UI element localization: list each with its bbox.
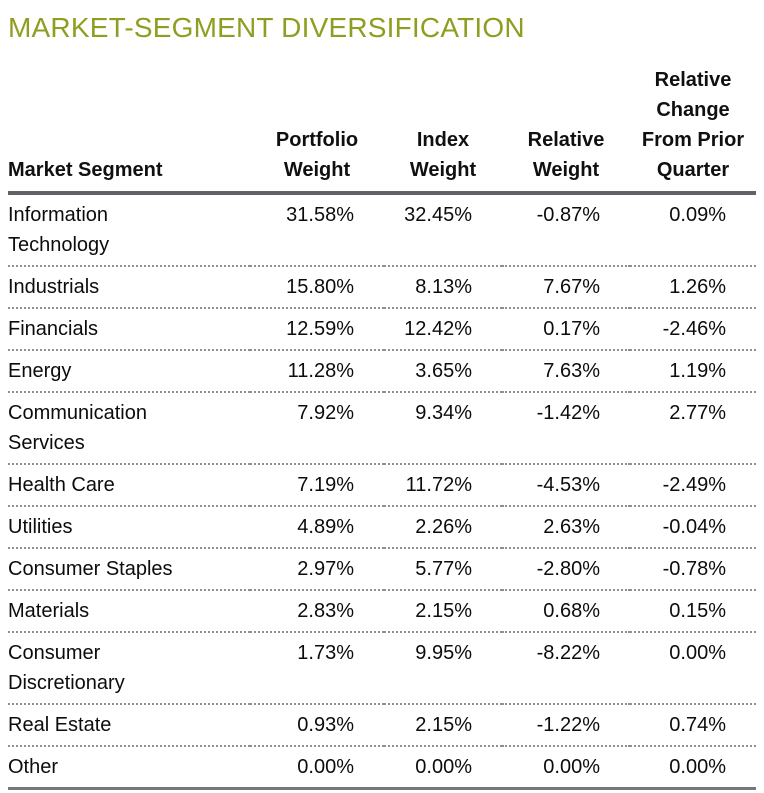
portfolio-weight-cell: 2.97% [250,548,384,591]
relative-weight-cell: -2.80% [502,548,630,591]
table-row: Health Care 7.19% 11.72% -4.53% -2.49% [8,464,756,507]
segment-name-cell: Energy [8,350,250,393]
relative-weight-cell: 7.67% [502,266,630,309]
portfolio-weight-cell: 0.93% [250,704,384,747]
segment-name-cell: Consumer Staples [8,548,250,591]
relative-weight-cell: 0.17% [502,308,630,351]
relative-change-cell: 1.26% [630,266,756,309]
index-weight-cell: 2.15% [384,704,502,747]
segment-name-cell: Real Estate [8,704,250,747]
index-weight-cell: 9.95% [384,632,502,705]
index-weight-cell: 0.00% [384,746,502,790]
segment-name-cell: Information Technology [8,193,250,267]
market-segment-table: Market Segment Portfolio Weight Index We… [8,65,756,790]
segment-name-cell: Health Care [8,464,250,507]
relative-change-cell: 2.77% [630,392,756,465]
portfolio-weight-cell: 12.59% [250,308,384,351]
portfolio-weight-cell: 0.00% [250,746,384,790]
portfolio-weight-cell: 1.73% [250,632,384,705]
relative-weight-cell: 0.68% [502,590,630,633]
relative-weight-cell: 7.63% [502,350,630,393]
relative-change-cell: 1.19% [630,350,756,393]
segment-name-cell: Communication Services [8,392,250,465]
table-row: Materials 2.83% 2.15% 0.68% 0.15% [8,590,756,633]
relative-change-cell: -2.46% [630,308,756,351]
col-header-relative-change: Relative Change From Prior Quarter [630,65,756,195]
relative-change-cell: -0.78% [630,548,756,591]
relative-weight-cell: -4.53% [502,464,630,507]
table-row: Industrials 15.80% 8.13% 7.67% 1.26% [8,266,756,309]
table-row: Information Technology 31.58% 32.45% -0.… [8,193,756,267]
index-weight-cell: 8.13% [384,266,502,309]
page-title: MARKET-SEGMENT DIVERSIFICATION [8,12,525,43]
table-row: Energy 11.28% 3.65% 7.63% 1.19% [8,350,756,393]
portfolio-weight-cell: 7.19% [250,464,384,507]
relative-weight-cell: 2.63% [502,506,630,549]
col-header-index-weight: Index Weight [384,65,502,195]
index-weight-cell: 3.65% [384,350,502,393]
relative-change-cell: 0.00% [630,632,756,705]
relative-change-cell: 0.00% [630,746,756,790]
relative-weight-cell: -0.87% [502,193,630,267]
index-weight-cell: 2.26% [384,506,502,549]
col-header-market-segment: Market Segment [8,65,250,195]
relative-change-cell: -0.04% [630,506,756,549]
table-row: Other 0.00% 0.00% 0.00% 0.00% [8,746,756,790]
portfolio-weight-cell: 7.92% [250,392,384,465]
relative-weight-cell: 0.00% [502,746,630,790]
portfolio-weight-cell: 2.83% [250,590,384,633]
portfolio-weight-cell: 4.89% [250,506,384,549]
relative-change-cell: 0.15% [630,590,756,633]
index-weight-cell: 32.45% [384,193,502,267]
table-body: Information Technology 31.58% 32.45% -0.… [8,193,756,790]
table-row: Consumer Discretionary 1.73% 9.95% -8.22… [8,632,756,705]
table-row: Communication Services 7.92% 9.34% -1.42… [8,392,756,465]
portfolio-weight-cell: 11.28% [250,350,384,393]
table-row: Financials 12.59% 12.42% 0.17% -2.46% [8,308,756,351]
table-row: Real Estate 0.93% 2.15% -1.22% 0.74% [8,704,756,747]
col-header-relative-weight: Relative Weight [502,65,630,195]
portfolio-weight-cell: 15.80% [250,266,384,309]
table-header: Market Segment Portfolio Weight Index We… [8,65,756,195]
index-weight-cell: 2.15% [384,590,502,633]
segment-name-cell: Industrials [8,266,250,309]
relative-change-cell: 0.74% [630,704,756,747]
index-weight-cell: 11.72% [384,464,502,507]
table-row: Utilities 4.89% 2.26% 2.63% -0.04% [8,506,756,549]
segment-name-cell: Other [8,746,250,790]
table-row: Consumer Staples 2.97% 5.77% -2.80% -0.7… [8,548,756,591]
segment-name-cell: Financials [8,308,250,351]
segment-name-cell: Utilities [8,506,250,549]
segment-name-cell: Consumer Discretionary [8,632,250,705]
index-weight-cell: 12.42% [384,308,502,351]
header-row: Market Segment Portfolio Weight Index We… [8,65,756,195]
relative-change-cell: -2.49% [630,464,756,507]
relative-weight-cell: -1.22% [502,704,630,747]
relative-weight-cell: -8.22% [502,632,630,705]
segment-name-cell: Materials [8,590,250,633]
relative-weight-cell: -1.42% [502,392,630,465]
relative-change-cell: 0.09% [630,193,756,267]
index-weight-cell: 9.34% [384,392,502,465]
portfolio-weight-cell: 31.58% [250,193,384,267]
col-header-portfolio-weight: Portfolio Weight [250,65,384,195]
index-weight-cell: 5.77% [384,548,502,591]
